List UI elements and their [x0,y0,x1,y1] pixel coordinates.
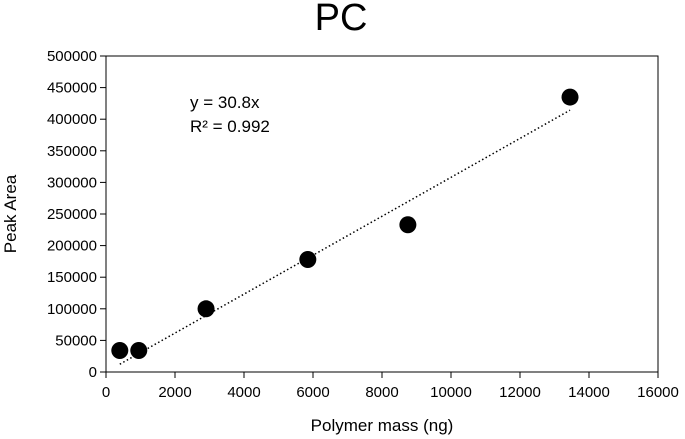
y-axis: 0 50000 100000 150000 200000 250000 300000 3500… [47,48,106,381]
y-tick-label: 400000 [47,111,97,128]
y-tick-label: 350000 [47,143,97,160]
x-tick-label: 10000 [430,384,472,401]
trendline [119,109,571,365]
y-tick-label: 0 [89,364,97,381]
x-tick-label: 14000 [568,384,610,401]
x-axis: 0 2000 4000 6000 8000 10000 12000 14000 16000 [102,372,679,401]
x-axis-label: Polymer mass (ng) [311,416,454,435]
y-axis-label: Peak Area [1,174,20,253]
r-squared-label: R² = 0.992 [190,117,270,136]
chart-title: PC [315,0,368,39]
x-tick-label: 4000 [227,384,260,401]
x-tick-label: 12000 [499,384,541,401]
y-tick-label: 50000 [55,332,97,349]
y-tick-label: 250000 [47,206,97,223]
y-tick-label: 200000 [47,238,97,255]
data-point [561,88,579,106]
data-points [111,88,579,360]
x-tick-label: 16000 [637,384,679,401]
x-tick-label: 2000 [158,384,191,401]
y-tick-label: 500000 [47,48,97,65]
data-point [111,342,129,360]
y-tick-label: 150000 [47,269,97,286]
x-tick-label: 6000 [296,384,329,401]
x-tick-label: 8000 [365,384,398,401]
data-point [399,216,417,234]
data-point [197,300,215,318]
y-tick-label: 450000 [47,80,97,97]
data-point [299,251,317,269]
x-tick-label: 0 [102,384,110,401]
equation-label: y = 30.8x [190,93,260,112]
y-tick-label: 300000 [47,174,97,191]
y-tick-label: 100000 [47,301,97,318]
data-point [130,342,148,360]
